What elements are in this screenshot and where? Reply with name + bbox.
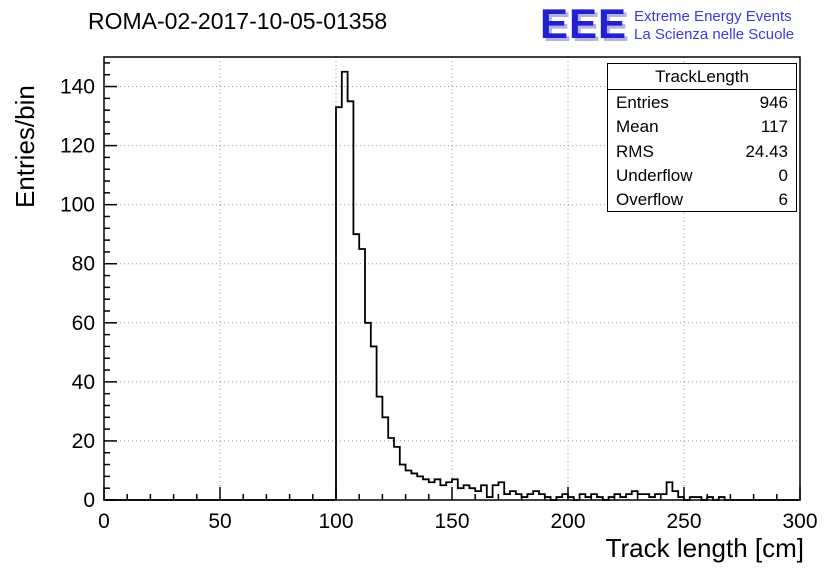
stats-value: 0 xyxy=(778,165,788,185)
stats-label: Mean xyxy=(616,117,659,137)
stats-label: RMS xyxy=(616,141,654,161)
y-tick-label: 0 xyxy=(83,489,95,512)
x-tick-label: 250 xyxy=(666,510,701,533)
stats-row-entries: Entries 946 xyxy=(608,90,796,114)
stats-value: 24.43 xyxy=(745,141,788,161)
y-tick-label: 40 xyxy=(72,371,95,394)
x-tick-label: 0 xyxy=(98,510,110,533)
stats-value: 946 xyxy=(759,93,788,112)
eee-logo-line2: La Scienza nelle Scuole xyxy=(634,26,795,44)
stats-row-rms: RMS 24.43 xyxy=(608,139,796,163)
chart-title: ROMA-02-2017-10-05-01358 xyxy=(88,8,388,34)
histogram-line xyxy=(104,70,800,501)
stats-value: 6 xyxy=(778,190,788,209)
eee-logo-text: Extreme Energy Events La Scienza nelle S… xyxy=(634,4,794,45)
x-tick-label: 150 xyxy=(434,510,469,533)
y-tick-label: 80 xyxy=(72,253,95,276)
stats-row-overflow: Overflow 6 xyxy=(608,187,796,211)
x-tick-label: 100 xyxy=(318,510,353,533)
eee-logo-acronym: EEE xyxy=(540,0,628,47)
y-tick-label: 60 xyxy=(72,312,95,335)
x-tick-label: 50 xyxy=(208,510,231,533)
stats-label: Entries xyxy=(616,93,669,112)
stats-label: Overflow xyxy=(616,190,684,209)
eee-logo-line1: Extreme Energy Events xyxy=(634,8,792,25)
y-tick-label: 100 xyxy=(60,194,95,217)
stats-box: TrackLength Entries 946 Mean 117 RMS 24.… xyxy=(607,63,797,213)
eee-logo: EEE Extreme Energy Events La Scienza nel… xyxy=(540,0,794,47)
stats-box-header: TrackLength xyxy=(608,64,796,90)
y-axis-label: Entries/bin xyxy=(10,85,40,208)
x-axis-label: Track length [cm] xyxy=(605,533,804,563)
stats-row-mean: Mean 117 xyxy=(608,114,796,138)
stats-value: 117 xyxy=(760,117,788,137)
y-tick-label: 120 xyxy=(60,135,95,158)
x-tick-label: 300 xyxy=(782,510,817,533)
stats-row-underflow: Underflow 0 xyxy=(608,163,796,187)
y-tick-label: 140 xyxy=(60,76,95,99)
x-tick-label: 200 xyxy=(550,510,585,533)
stats-label: Underflow xyxy=(616,165,693,185)
y-tick-label: 20 xyxy=(72,430,95,453)
